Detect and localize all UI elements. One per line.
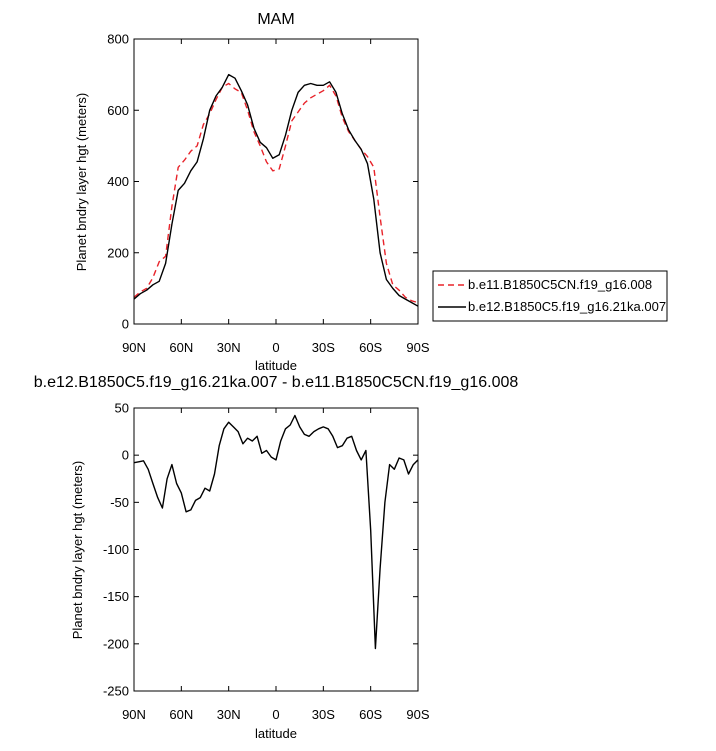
bottom-y-axis-label: Planet bndry layer hgt (meters)	[70, 461, 85, 639]
legend-label-series-2: b.e12.B1850C5.f19_g16.21ka.007	[468, 299, 666, 314]
x-tick-label: 30S	[312, 340, 335, 355]
y-tick-label: 600	[107, 103, 129, 118]
x-tick-label: 0	[272, 340, 279, 355]
legend-box	[432, 270, 668, 322]
legend-label-series-1: b.e11.B1850C5CN.f19_g16.008	[468, 277, 652, 292]
x-tick-label: 60S	[359, 707, 382, 722]
top-x-axis-label: latitude	[255, 358, 297, 373]
x-tick-label: 30S	[312, 707, 335, 722]
bottom-chart-title: b.e12.B1850C5.f19_g16.21ka.007 - b.e11.B…	[34, 374, 519, 391]
y-tick-label: 800	[107, 32, 129, 47]
top-x-axis: 90N 60N 30N 0 30S 60S 90S	[122, 39, 430, 355]
x-tick-label: 90S	[406, 707, 429, 722]
x-tick-label: 30N	[217, 707, 241, 722]
x-tick-label: 90N	[122, 707, 146, 722]
y-tick-label: -50	[110, 495, 129, 510]
top-y-axis: 0 200 400 600 800	[107, 32, 418, 332]
top-chart-title: MAM	[257, 11, 294, 28]
x-tick-label: 60N	[169, 340, 193, 355]
y-tick-label: 200	[107, 245, 129, 260]
bottom-y-axis: 50 0 -50 -100 -150 -200 -250	[103, 401, 418, 699]
y-tick-label: 50	[115, 401, 129, 416]
x-tick-label: 0	[272, 707, 279, 722]
y-tick-label: 400	[107, 174, 129, 189]
top-panel: MAM 0 200 400 600 800 90N 60N 30N 0 30S 60S 90S la…	[74, 11, 668, 373]
y-tick-label: -200	[103, 636, 129, 651]
bottom-series-group	[133, 414, 419, 650]
x-tick-label: 60N	[169, 707, 193, 722]
top-y-axis-label: Planet bndry layer hgt (meters)	[74, 93, 89, 271]
bottom-x-axis: 90N 60N 30N 0 30S 60S 90S	[122, 408, 430, 722]
y-tick-label: 0	[122, 317, 129, 332]
series-line-2	[133, 73, 419, 307]
bottom-panel: b.e12.B1850C5.f19_g16.21ka.007 - b.e11.B…	[34, 374, 519, 741]
x-tick-label: 90S	[406, 340, 429, 355]
bottom-x-axis-label: latitude	[255, 726, 297, 741]
x-tick-label: 30N	[217, 340, 241, 355]
y-tick-label: 0	[122, 448, 129, 463]
x-tick-label: 90N	[122, 340, 146, 355]
series-line-1	[133, 82, 419, 304]
legend: b.e11.B1850C5CN.f19_g16.008 b.e12.B1850C…	[432, 270, 668, 322]
y-tick-label: -250	[103, 684, 129, 699]
y-tick-label: -100	[103, 542, 129, 557]
series-line-1	[133, 414, 419, 650]
top-series-group	[133, 73, 419, 307]
y-tick-label: -150	[103, 589, 129, 604]
x-tick-label: 60S	[359, 340, 382, 355]
